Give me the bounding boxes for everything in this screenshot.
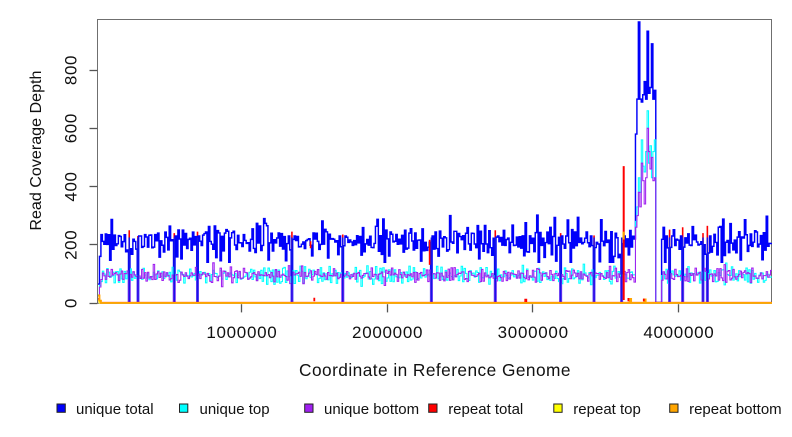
svg-text:3000000: 3000000	[498, 323, 569, 342]
svg-text:1000000: 1000000	[206, 323, 277, 342]
svg-text:unique total: unique total	[76, 401, 154, 418]
svg-text:unique top: unique top	[200, 401, 270, 418]
svg-text:unique bottom: unique bottom	[324, 401, 419, 418]
svg-text:repeat bottom: repeat bottom	[689, 401, 782, 418]
svg-text:Read Coverage Depth: Read Coverage Depth	[27, 71, 45, 231]
svg-text:800: 800	[62, 55, 81, 85]
svg-text:repeat total: repeat total	[448, 401, 523, 418]
svg-text:repeat top: repeat top	[573, 401, 641, 418]
svg-text:Coordinate in Reference Genome: Coordinate in Reference Genome	[299, 360, 571, 380]
svg-text:400: 400	[62, 171, 81, 201]
svg-text:600: 600	[62, 113, 81, 143]
svg-text:0: 0	[62, 298, 81, 308]
svg-text:4000000: 4000000	[643, 323, 714, 342]
svg-text:200: 200	[62, 230, 81, 260]
svg-text:2000000: 2000000	[352, 323, 423, 342]
